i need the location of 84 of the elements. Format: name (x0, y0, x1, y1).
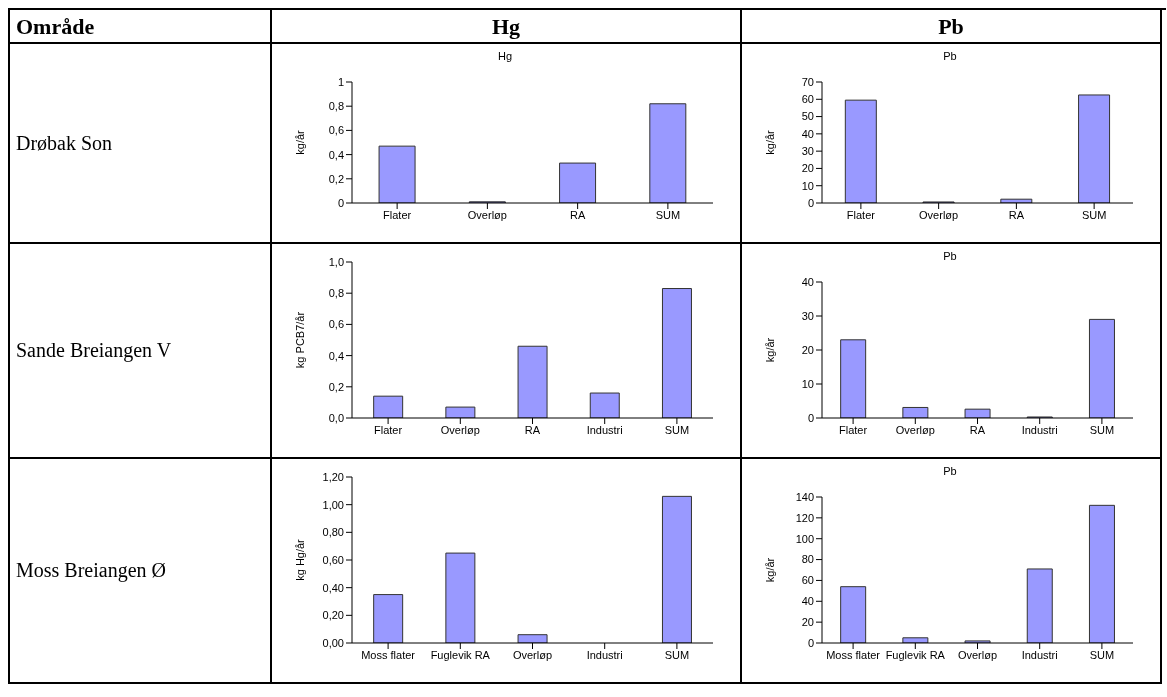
x-tick-label: Overløp (467, 208, 507, 221)
x-tick-label: Flater (839, 423, 868, 436)
x-tick-label: Industri (1021, 648, 1058, 661)
x-tick-label: Flater (383, 208, 412, 221)
x-tick-label: SUM (1081, 208, 1107, 221)
x-tick-label: SUM (664, 423, 690, 436)
category-label: Sande Breiangen V (10, 244, 272, 459)
x-tick-label: Industri (586, 648, 623, 661)
text: Pb (742, 10, 1162, 44)
y-tick-label: 50 (801, 110, 814, 123)
y-axis-title: kg/år (763, 337, 776, 363)
x-tick-label: Flater (374, 423, 403, 436)
y-tick-label: 0 (807, 411, 814, 424)
y-tick-label: 60 (801, 574, 814, 587)
x-tick-label: Fuglevik RA (430, 648, 491, 661)
y-tick-label: 140 (795, 490, 814, 503)
y-tick-label: 0 (807, 196, 814, 209)
y-tick-label: 10 (801, 179, 814, 192)
y-tick-label: 0,8 (328, 100, 344, 113)
y-tick-label: 60 (801, 93, 814, 106)
y-axis-title: kg/år (763, 129, 776, 155)
y-tick-label: 0,8 (328, 287, 344, 300)
y-axis-title: kg PCB7/år (293, 311, 306, 369)
y-tick-label: 40 (801, 595, 814, 608)
y-tick-label: 100 (795, 532, 814, 545)
chart-title: Pb (942, 464, 958, 479)
x-tick-label: RA (969, 423, 986, 436)
y-tick-label: 0,2 (328, 380, 344, 393)
x-tick-label: Fuglevik RA (885, 648, 946, 661)
x-tick-label: Industri (1021, 423, 1058, 436)
y-tick-label: 120 (795, 511, 814, 524)
y-tick-label: 0,00 (322, 636, 344, 649)
y-tick-label: 0 (337, 196, 344, 209)
y-tick-label: 0,80 (322, 526, 344, 539)
x-tick-label: Industri (586, 423, 623, 436)
x-tick-label: SUM (655, 208, 681, 221)
y-tick-label: 0 (807, 636, 814, 649)
x-tick-label: SUM (1089, 648, 1115, 661)
category-label: Drøbak Son (10, 44, 272, 244)
y-axis-title: kg/år (293, 129, 306, 155)
y-tick-label: 0,20 (322, 609, 344, 622)
y-tick-label: 0,4 (328, 349, 344, 362)
x-tick-label: Moss flater (361, 648, 416, 661)
x-tick-label: SUM (664, 648, 690, 661)
y-tick-label: 30 (801, 309, 814, 322)
y-tick-label: 1,0 (328, 255, 344, 268)
x-tick-label: RA (524, 423, 541, 436)
y-tick-label: 20 (801, 162, 814, 175)
y-axis-title: kg/år (763, 557, 776, 583)
y-tick-label: 0,6 (328, 124, 344, 137)
x-tick-label: Overløp (919, 208, 959, 221)
y-tick-label: 40 (801, 275, 814, 288)
y-tick-label: 0,40 (322, 581, 344, 594)
y-tick-label: 10 (801, 377, 814, 390)
y-tick-label: 0,2 (328, 172, 344, 185)
text: Hg (272, 10, 742, 44)
x-tick-label: Overløp (440, 423, 480, 436)
x-tick-label: SUM (1089, 423, 1115, 436)
y-tick-label: 1 (337, 75, 344, 88)
chart-title: Pb (942, 49, 958, 64)
y-tick-label: 1,20 (322, 470, 344, 483)
x-tick-label: Flater (846, 208, 876, 221)
x-tick-label: Moss flater (826, 648, 881, 661)
y-tick-label: 80 (801, 553, 814, 566)
text: Område (10, 10, 272, 44)
y-tick-label: 0,0 (328, 411, 344, 424)
category-label: Moss Breiangen Ø (10, 459, 272, 684)
y-tick-label: 30 (801, 145, 814, 158)
y-tick-label: 20 (801, 616, 814, 629)
y-tick-label: 0,6 (328, 318, 344, 331)
x-tick-label: RA (1008, 208, 1025, 221)
y-tick-label: 0,4 (328, 148, 344, 161)
x-tick-label: Overløp (512, 648, 553, 661)
x-tick-label: Overløp (895, 423, 935, 436)
y-axis-title: kg Hg/år (293, 538, 306, 581)
y-tick-label: 1,00 (322, 498, 344, 511)
x-tick-label: Overløp (957, 648, 998, 661)
x-tick-label: RA (569, 208, 586, 221)
chart-title: Hg (496, 49, 514, 64)
y-tick-label: 40 (801, 127, 814, 140)
y-tick-label: 0,60 (322, 553, 344, 566)
y-tick-label: 70 (801, 75, 814, 88)
chart-title: Pb (942, 249, 958, 264)
y-tick-label: 20 (801, 343, 814, 356)
